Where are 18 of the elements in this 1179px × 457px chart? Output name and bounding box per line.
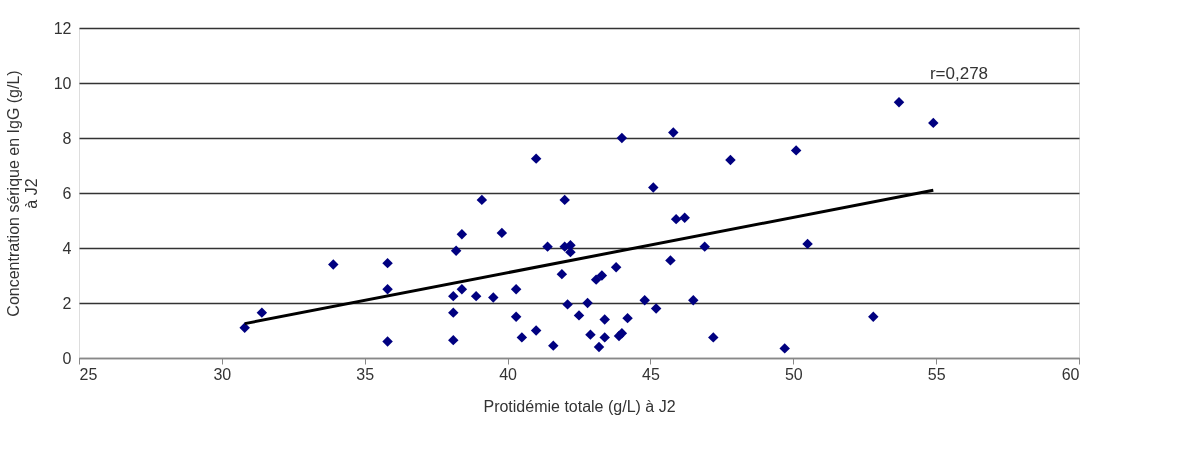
y-tick-label: 4 [62,239,72,257]
x-tick-label: 55 [927,365,946,383]
x-tick-label: 60 [1061,365,1080,383]
y-tick-label: 0 [62,349,72,367]
y-tick-label: 6 [62,184,72,202]
x-tick-label: 40 [499,365,518,383]
x-tick-label: 50 [784,365,803,383]
x-tick-label: 25 [79,365,98,383]
y-tick-label: 2 [62,294,72,312]
annotation: r=0,278 [929,64,989,83]
x-tick-label: 30 [213,365,232,383]
x-tick-label: 45 [642,365,660,383]
y-axis-title: Concentration sérique en IgG (g/L) à J2 [4,70,40,317]
x-tick-label: 35 [356,365,375,383]
y-tick-label: 12 [53,19,72,37]
y-tick-label: 8 [62,129,72,147]
x-axis-title: Protidémie totale (g/L) à J2 [483,397,676,415]
y-tick-label: 10 [53,74,72,92]
